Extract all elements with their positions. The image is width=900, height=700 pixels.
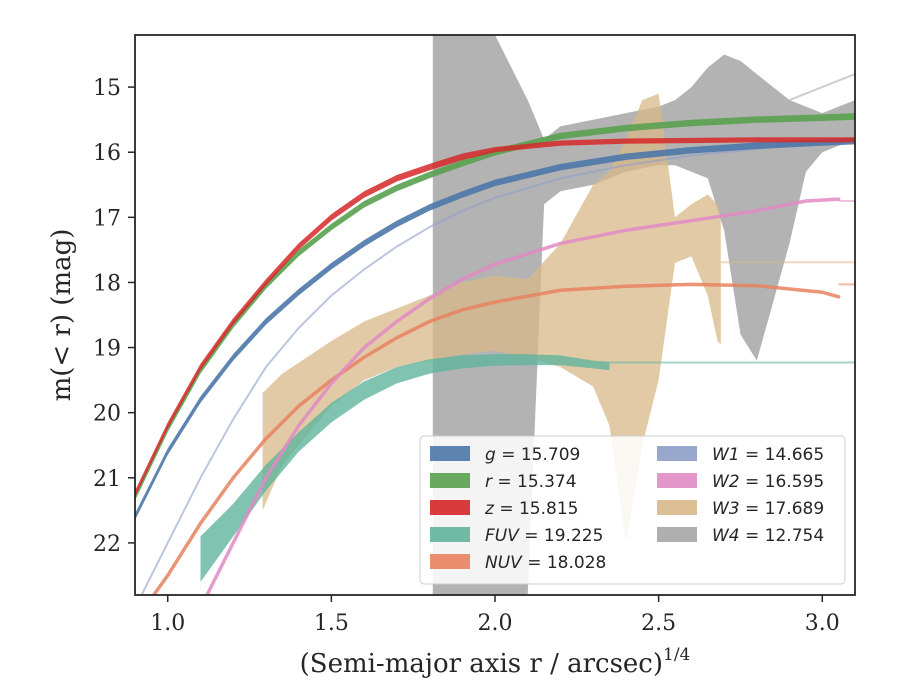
y-axis: 15 16 17 18 19 20 21 22 xyxy=(93,76,135,557)
legend-swatch-nuv xyxy=(430,554,470,569)
legend-label-w1: W1 = 14.665 xyxy=(712,445,824,465)
y-tick-label: 17 xyxy=(93,206,121,231)
legend: g = 15.709 r = 15.374 z = 15.815 FUV = 19.2… xyxy=(419,435,846,585)
series-w1-line xyxy=(140,138,855,595)
legend-label-g: g = 15.709 xyxy=(485,445,580,465)
legend-swatch-w2 xyxy=(657,473,697,488)
legend-swatch-w1 xyxy=(657,446,697,461)
y-tick-label: 21 xyxy=(93,467,121,492)
legend-label-w4: W4 = 12.754 xyxy=(712,526,824,546)
legend-label-w2: W2 = 16.595 xyxy=(712,472,824,492)
series-fuv xyxy=(200,354,855,582)
x-tick-label: 3.0 xyxy=(805,611,840,636)
series-w2-line xyxy=(205,197,841,595)
x-axis-label: (Semi-major axis r / arcsec)1/4 xyxy=(300,645,691,679)
x-tick-label: 1.5 xyxy=(314,611,349,636)
y-axis-label: m(< r) (mag) xyxy=(47,229,77,402)
series-w4-extension xyxy=(789,73,855,102)
series-w3 xyxy=(262,93,855,553)
x-axis: 1.0 1.5 2.0 2.5 3.0 xyxy=(150,595,840,636)
legend-label-w3: W3 = 17.689 xyxy=(712,499,824,519)
y-tick-label: 15 xyxy=(93,76,121,101)
series-w3-band xyxy=(262,93,721,553)
legend-swatch-fuv xyxy=(430,527,470,542)
series-nuv-line xyxy=(151,282,841,595)
y-tick-label: 22 xyxy=(93,532,121,557)
plot-area xyxy=(135,35,855,595)
legend-swatch-w3 xyxy=(657,500,697,515)
series-w2 xyxy=(205,197,855,595)
legend-label-z: z = 15.815 xyxy=(484,499,578,519)
legend-box xyxy=(419,435,846,585)
x-tick-label: 2.5 xyxy=(641,611,676,636)
y-tick-label: 18 xyxy=(93,271,121,296)
y-tick-label: 19 xyxy=(93,337,121,362)
y-tick-label: 16 xyxy=(93,141,121,166)
legend-swatch-r xyxy=(430,473,470,488)
series-w1 xyxy=(140,138,855,595)
legend-swatch-g xyxy=(430,446,470,461)
y-tick-label: 20 xyxy=(93,402,121,427)
legend-swatch-w4 xyxy=(657,527,697,542)
x-tick-label: 2.0 xyxy=(478,611,513,636)
x-tick-label: 1.0 xyxy=(150,611,185,636)
legend-label-nuv: NUV = 18.028 xyxy=(485,553,606,573)
series-fuv-band xyxy=(200,354,610,582)
series-nuv xyxy=(151,282,855,595)
legend-label-fuv: FUV = 19.225 xyxy=(485,526,603,546)
legend-swatch-z xyxy=(430,500,470,515)
legend-label-r: r = 15.374 xyxy=(485,472,577,492)
